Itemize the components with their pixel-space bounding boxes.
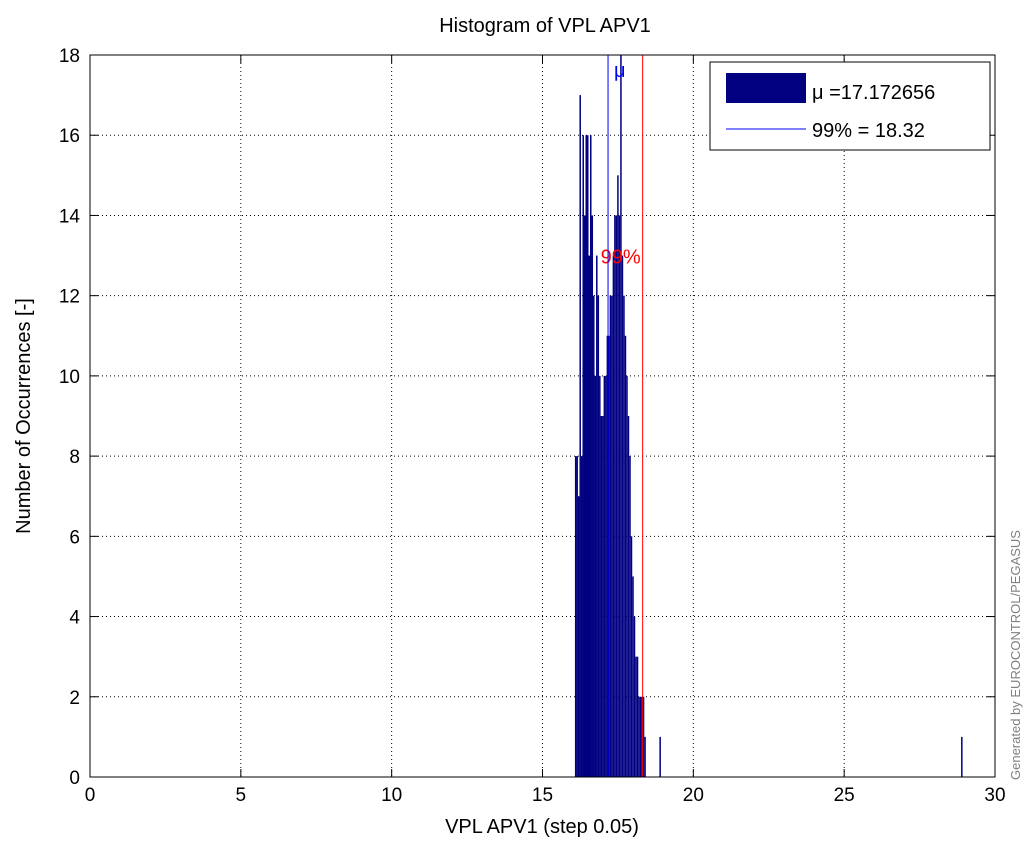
histogram-bar bbox=[583, 215, 586, 777]
histogram-bar bbox=[617, 175, 619, 778]
histogram-bar bbox=[593, 295, 595, 777]
histogram-bar bbox=[580, 456, 583, 777]
y-tick-label: 0 bbox=[69, 768, 80, 789]
histogram-bar bbox=[603, 375, 606, 777]
y-tick-label: 4 bbox=[69, 608, 80, 629]
x-tick-label: 20 bbox=[683, 785, 704, 806]
histogram-bar bbox=[659, 736, 661, 777]
histogram-bar bbox=[582, 135, 584, 777]
histogram-bar bbox=[591, 215, 594, 777]
y-tick-label: 16 bbox=[59, 126, 80, 147]
histogram-bar bbox=[574, 456, 577, 777]
histogram-bar bbox=[588, 255, 591, 778]
histogram-bar bbox=[590, 135, 592, 777]
histogram-bar bbox=[611, 295, 613, 777]
histogram-bar bbox=[636, 656, 639, 777]
x-tick-label: 15 bbox=[532, 785, 553, 806]
y-tick-label: 6 bbox=[69, 527, 80, 548]
histogram-bar bbox=[599, 375, 601, 777]
histogram-bar bbox=[620, 55, 622, 777]
histogram-bar bbox=[627, 416, 630, 777]
histogram-bar bbox=[612, 255, 615, 778]
y-tick-label: 10 bbox=[59, 367, 80, 388]
histogram-bar bbox=[632, 576, 634, 777]
histogram-bar bbox=[642, 696, 645, 777]
y-tick-label: 2 bbox=[69, 688, 80, 709]
histogram-bar bbox=[605, 375, 607, 777]
axis-ticks: 0 5 10 15 20 25 30 0 2 4 6 8 10 12 14 16 18 bbox=[59, 46, 1006, 806]
histogram-bar bbox=[633, 616, 636, 777]
histogram-bar bbox=[638, 696, 640, 777]
y-axis-label: Number of Occurrences [-] bbox=[13, 298, 35, 534]
legend: μ =17.172656 99% = 18.32 bbox=[709, 61, 991, 151]
histogram-bar bbox=[621, 255, 624, 778]
histogram-bar bbox=[614, 215, 616, 777]
watermark-text: Generated by EUROCONTROL/PEGASUS bbox=[1008, 530, 1023, 780]
histogram-bar bbox=[961, 736, 963, 777]
x-tick-label: 25 bbox=[834, 785, 855, 806]
histogram-bar bbox=[626, 375, 628, 777]
x-tick-label: 10 bbox=[381, 785, 402, 806]
histogram-bar bbox=[600, 416, 603, 777]
histogram-bar bbox=[594, 375, 597, 777]
histogram-bar bbox=[630, 536, 633, 777]
histogram-bar bbox=[641, 696, 643, 777]
reference-lines: 99% μ bbox=[601, 55, 644, 777]
histogram-bar bbox=[644, 736, 646, 777]
mean-label: μ bbox=[614, 60, 626, 82]
histogram-bar bbox=[597, 295, 600, 777]
histogram-bar bbox=[609, 295, 612, 777]
histogram-bar bbox=[629, 456, 631, 777]
histogram-bar bbox=[602, 416, 604, 777]
histogram-bar bbox=[608, 335, 610, 777]
histogram-bar bbox=[615, 215, 618, 777]
grid bbox=[90, 55, 995, 777]
y-tick-label: 12 bbox=[59, 287, 80, 308]
y-tick-label: 14 bbox=[59, 206, 81, 227]
percentile-99-label: 99% bbox=[601, 247, 641, 269]
y-tick-label: 18 bbox=[59, 46, 80, 67]
y-tick-label: 8 bbox=[69, 447, 80, 468]
histogram-bar bbox=[577, 496, 580, 777]
histogram-bars bbox=[574, 55, 963, 778]
legend-swatch-histogram bbox=[726, 73, 806, 103]
legend-label-pct: 99% = 18.32 bbox=[812, 120, 925, 142]
chart-title: Histogram of VPL APV1 bbox=[439, 15, 651, 37]
histogram-bar bbox=[623, 295, 625, 777]
histogram-bar bbox=[618, 215, 621, 777]
histogram-bar bbox=[635, 656, 637, 777]
x-tick-label: 5 bbox=[236, 785, 247, 806]
legend-label-mean: μ =17.172656 bbox=[812, 82, 935, 104]
histogram-bar bbox=[624, 335, 627, 777]
x-tick-label: 0 bbox=[85, 785, 96, 806]
histogram-bar bbox=[576, 456, 578, 777]
histogram-bar bbox=[585, 135, 587, 777]
x-axis-label: VPL APV1 (step 0.05) bbox=[445, 816, 639, 838]
histogram-bar bbox=[579, 95, 581, 778]
x-tick-label: 30 bbox=[984, 785, 1005, 806]
histogram-bar bbox=[606, 335, 609, 777]
histogram-bar bbox=[586, 135, 589, 777]
histogram-bar bbox=[639, 696, 642, 777]
histogram-bar bbox=[596, 255, 598, 778]
